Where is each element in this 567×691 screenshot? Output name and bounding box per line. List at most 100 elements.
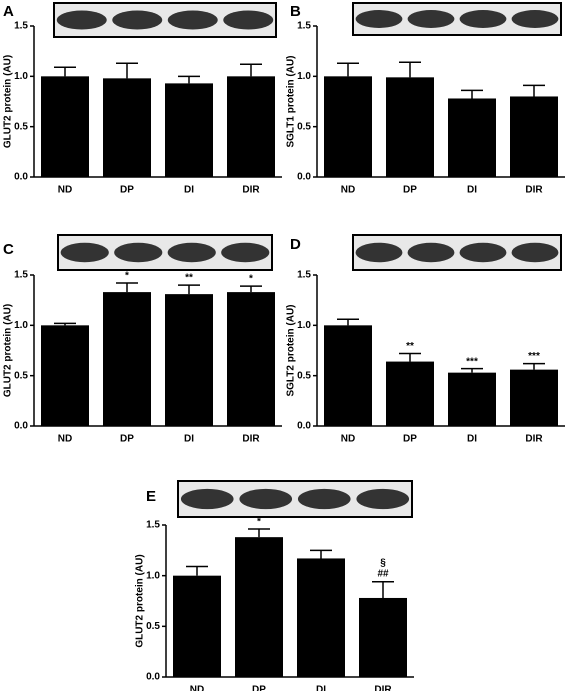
panel-letter: C — [3, 241, 14, 258]
y-tick-label: 1.5 — [297, 270, 311, 281]
bar — [165, 83, 213, 177]
y-tick-label: 1.5 — [297, 21, 311, 32]
bar — [173, 575, 221, 677]
blot-band — [297, 488, 351, 510]
y-tick-label: 0.5 — [297, 121, 311, 132]
x-tick-label: DI — [467, 185, 477, 196]
y-tick-label: 1.5 — [14, 21, 28, 32]
error-bar — [178, 284, 200, 295]
bar — [386, 361, 434, 426]
blot-band — [221, 242, 270, 263]
x-tick-label: ND — [341, 185, 355, 196]
blot-band — [511, 242, 559, 263]
bar — [510, 369, 558, 426]
y-tick-label: 0.0 — [14, 172, 28, 183]
y-tick-label: 1.5 — [146, 520, 160, 531]
panel-letter: D — [290, 236, 301, 253]
x-tick-label: DP — [120, 185, 134, 196]
bar — [359, 597, 407, 677]
error-bar — [178, 75, 200, 84]
blot-band — [167, 10, 218, 30]
blot-band — [511, 10, 559, 28]
x-tick-label: DI — [184, 185, 194, 196]
y-axis-label: SGLT1 protein (AU) — [286, 55, 297, 147]
error-bar — [337, 62, 359, 77]
y-tick-label: 1.0 — [297, 71, 311, 82]
error-bar — [116, 62, 138, 79]
blot-band — [239, 488, 293, 510]
x-tick-label: DP — [120, 434, 134, 445]
y-axis-label: GLUT2 protein (AU) — [135, 554, 146, 647]
error-bar — [372, 580, 394, 598]
x-tick-label: DI — [316, 685, 326, 691]
bar — [297, 558, 345, 677]
blot-band — [356, 488, 410, 510]
error-bar — [54, 66, 76, 77]
bar — [165, 294, 213, 426]
y-tick-label: 1.5 — [14, 270, 28, 281]
y-tick-label: 0.5 — [14, 121, 28, 132]
bar — [235, 537, 283, 677]
y-tick-label: 0.0 — [146, 672, 160, 683]
blot-band — [180, 488, 234, 510]
bar — [324, 325, 372, 426]
y-tick-label: 0.5 — [297, 370, 311, 381]
x-tick-label: DIR — [374, 685, 392, 691]
significance-label: * — [257, 517, 261, 528]
x-tick-label: DIR — [242, 185, 260, 196]
error-bar — [523, 362, 545, 370]
x-tick-label: DIR — [525, 434, 543, 445]
blot-band — [167, 242, 216, 263]
y-axis-label: GLUT2 protein (AU) — [3, 304, 14, 397]
bar — [41, 325, 89, 426]
blot-band — [112, 10, 163, 30]
error-bar — [523, 84, 545, 97]
y-tick-label: 1.0 — [14, 71, 28, 82]
significance-label: § — [380, 557, 386, 568]
x-tick-label: DP — [403, 434, 417, 445]
significance-label: *** — [466, 356, 478, 367]
blot-band — [407, 10, 455, 28]
x-tick-label: ND — [190, 685, 204, 691]
significance-label: ** — [406, 341, 414, 352]
significance-label: ## — [377, 568, 389, 579]
blot-band — [407, 242, 455, 263]
x-tick-label: DIR — [242, 434, 260, 445]
x-tick-label: ND — [58, 185, 72, 196]
error-bar — [399, 352, 421, 362]
y-tick-label: 1.0 — [297, 320, 311, 331]
blot-band — [459, 10, 507, 28]
blot-band — [223, 10, 274, 30]
bar — [227, 76, 275, 177]
blot-band — [56, 10, 107, 30]
y-tick-label: 1.0 — [146, 570, 160, 581]
bar — [448, 98, 496, 177]
x-tick-label: ND — [341, 434, 355, 445]
error-bar — [240, 285, 262, 293]
error-bar — [461, 367, 483, 373]
blot-band — [355, 10, 403, 28]
x-tick-label: DP — [252, 685, 266, 691]
blot-band — [114, 242, 163, 263]
panel-letter: B — [290, 3, 301, 20]
error-bar — [116, 282, 138, 293]
blot-band — [355, 242, 403, 263]
significance-label: *** — [528, 351, 540, 362]
y-tick-label: 0.0 — [14, 421, 28, 432]
bar — [324, 76, 372, 177]
bar — [41, 76, 89, 177]
error-bar — [54, 322, 76, 326]
error-bar — [310, 549, 332, 559]
error-bar — [248, 528, 270, 538]
x-tick-label: DI — [467, 434, 477, 445]
y-tick-label: 0.0 — [297, 172, 311, 183]
error-bar — [461, 89, 483, 99]
bar — [227, 292, 275, 426]
x-tick-label: DP — [403, 185, 417, 196]
y-tick-label: 0.5 — [14, 370, 28, 381]
y-axis-label: GLUT2 protein (AU) — [3, 55, 14, 148]
blot-band — [60, 242, 109, 263]
bar — [510, 96, 558, 177]
bar — [386, 77, 434, 177]
